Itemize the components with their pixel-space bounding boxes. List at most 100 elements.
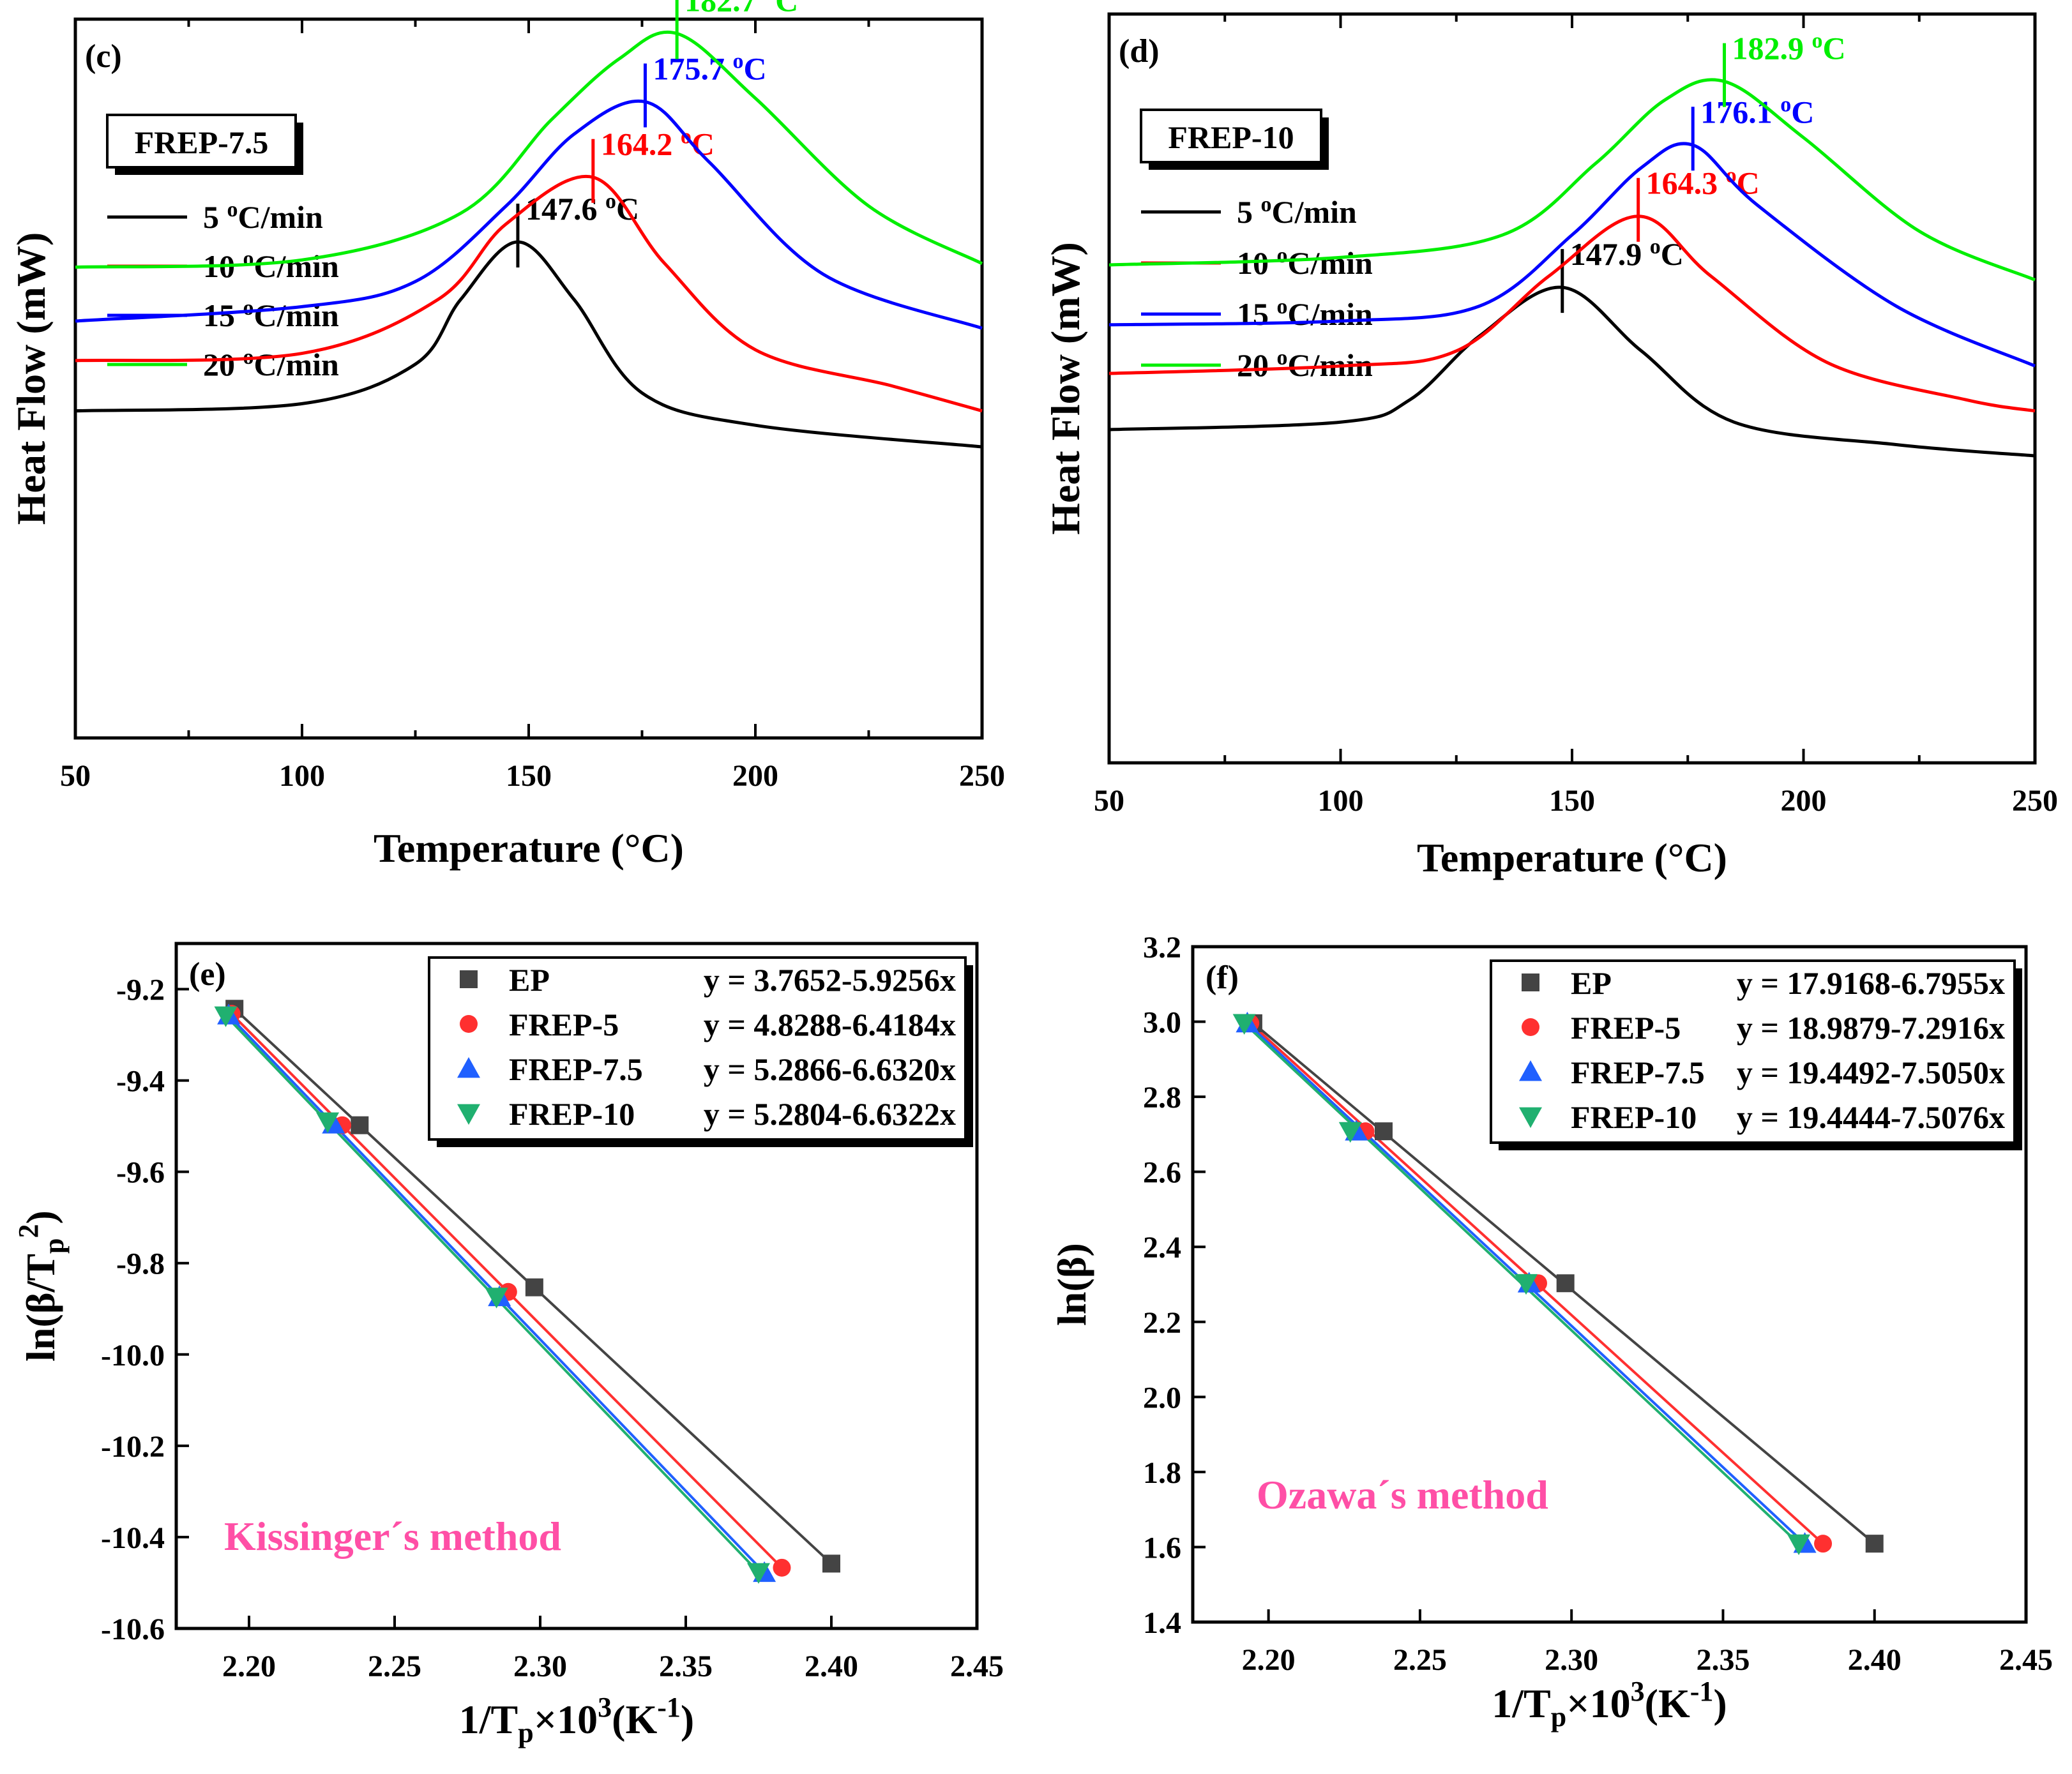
triangle-down-marker [1338,1122,1362,1143]
square-marker [351,1116,369,1134]
y-tick-label: 2.2 [1143,1306,1181,1340]
legend-label-base: 5 [1237,194,1261,230]
square-marker [1865,1535,1884,1553]
y-axis-title: ln(β) [1049,1243,1094,1326]
xt-sub: p [518,1717,533,1748]
legend-label-base: 5 [203,199,227,235]
circle-marker [1522,1018,1539,1036]
legend-equation: y = 3.7652-5.9256x [704,962,956,998]
square-marker [525,1278,543,1297]
legend-label: 20 oC/min [203,345,339,382]
x-tick-label: 2.25 [368,1650,421,1683]
plot-frame [1191,945,2028,1624]
legend-series-name: EP [509,962,550,998]
triangle-up-marker [1519,1060,1542,1081]
legend-label-tail: C/min [1272,194,1357,230]
y-tick-label: 2.0 [1143,1381,1181,1415]
legend-box [428,956,967,1141]
x-tick-label: 2.25 [1393,1643,1447,1677]
y-tick-label: -9.2 [116,973,165,1007]
legend-label-tail: C/min [254,248,340,284]
peak-unit: C [1737,165,1760,201]
panel-label: (c) [85,38,122,75]
y-tick-label: 3.2 [1143,931,1181,965]
x-tick-label: 200 [732,759,778,793]
x-axis-title: 1/Tp×103(K-1) [459,1692,694,1748]
xt-sub: p [1551,1701,1566,1733]
peak-unit: C [775,0,798,19]
panel-d: 50 100 150 200 250 Temperature (°C) Heat Flow … [1043,12,2058,880]
xt-c: (K [612,1697,657,1742]
x-tick-label: 50 [60,759,91,793]
peak-label: 182.7 oC [684,0,798,19]
method-label: Ozawa´s method [1257,1472,1548,1517]
circle-marker [460,1015,478,1033]
peak-value: 182.7 [684,0,764,19]
xt-a: 1/T [459,1697,518,1742]
legend-series-name: EP [1571,965,1612,1001]
xt-b: ×10 [534,1697,598,1742]
y-tick-label: 1.8 [1143,1456,1181,1490]
y-tick-label: -10.2 [101,1430,165,1464]
peak-value: 176.1 [1700,94,1780,130]
legend-label-sup: o [1261,193,1272,216]
y-tick-label: -10.6 [101,1612,165,1646]
legend-series-name: FREP-10 [509,1096,635,1132]
legend-label-sup: o [1277,295,1288,319]
x-tick-label: 50 [1094,784,1124,818]
peak-degree: o [1650,235,1661,259]
legend-label: 5 oC/min [203,198,323,235]
legend-label-base: 20 [203,347,243,382]
legend-equation: y = 18.9879-7.2916x [1737,1010,2005,1046]
legend-label: 5 oC/min [1237,193,1357,230]
legend-series-name: FREP-5 [509,1007,619,1042]
panel-label: (f) [1206,959,1239,996]
peak-degree: o [1780,93,1791,116]
legend-series-name: FREP-10 [1571,1099,1697,1135]
x-axis-title: Temperature (°C) [1417,835,1727,880]
xt-d: ) [1713,1681,1727,1726]
square-marker [1522,973,1539,991]
peak-unit: C [1823,31,1846,66]
legend-label-sup: o [227,198,238,222]
xt-sup2: -1 [1690,1676,1714,1707]
dsc-curve [1108,142,2036,368]
dsc-curve [75,174,983,413]
x-tick-label: 2.40 [1848,1643,1902,1677]
peak-value: 164.2 [601,126,681,162]
triangle-down-marker [316,1112,340,1133]
legend-series-name: FREP-5 [1571,1010,1681,1046]
legend-label-tail: C/min [254,347,340,382]
legend-label-tail: C/min [238,199,324,235]
peak-value: 164.3 [1646,165,1726,201]
x-tick-label: 2.20 [1242,1643,1296,1677]
panel-label: (d) [1119,33,1160,70]
yt-b: ) [18,1210,63,1224]
peak-unit: C [1791,94,1814,130]
xt-c: (K [1645,1681,1690,1726]
square-marker [460,970,478,988]
x-tick-label: 100 [279,759,325,793]
y-axis-title: Heat Flow (mW) [1043,242,1088,535]
peak-value: 182.9 [1732,31,1812,66]
y-tick-label: 1.4 [1143,1606,1181,1640]
legend-equation: y = 5.2804-6.6322x [704,1096,956,1132]
x-tick-label: 200 [1781,784,1827,818]
x-tick-label: 250 [2012,784,2058,818]
peak-label: 175.7 oC [653,49,766,86]
xt-sup: 3 [1631,1676,1645,1707]
legend-equation: y = 4.8288-6.4184x [704,1007,956,1042]
dsc-curve [1108,214,2036,413]
yt-sup: 2 [13,1224,44,1238]
x-tick-label: 2.30 [513,1650,567,1683]
x-tick-label: 2.40 [805,1650,858,1683]
triangle-down-marker [1232,1014,1256,1035]
triangle-down-marker [485,1288,508,1309]
triangle-down-marker [747,1563,770,1584]
triangle-down-marker [457,1104,480,1125]
legend-equation: y = 5.2866-6.6320x [704,1051,956,1087]
y-tick-label: -9.6 [116,1156,165,1190]
yt-sub: p [38,1238,70,1253]
x-tick-label: 2.45 [1999,1643,2053,1677]
